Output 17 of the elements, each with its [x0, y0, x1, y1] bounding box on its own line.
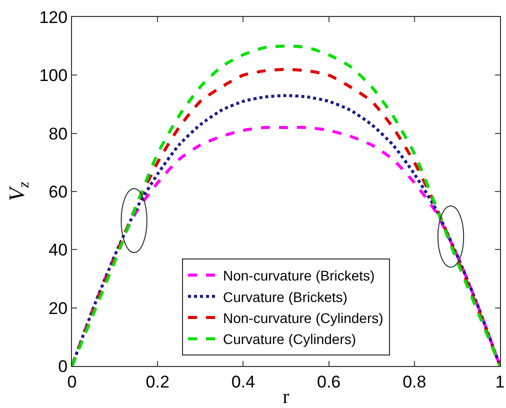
legend-label: Non-curvature (Brickets) [223, 268, 375, 284]
legend-label: Non-curvature (Cylinders) [223, 310, 384, 326]
y-tick-label: 60 [48, 182, 68, 202]
legend-label: Curvature (Brickets) [223, 288, 348, 305]
x-tick-label: 0.2 [146, 372, 170, 392]
x-tick-label: 0.4 [231, 372, 256, 392]
x-tick-label: 0.8 [402, 372, 426, 392]
y-tick-label: 100 [39, 66, 68, 86]
y-tick-label: 0 [58, 356, 68, 376]
y-tick-label: 80 [48, 124, 68, 144]
y-tick-label: 120 [39, 8, 68, 27]
x-tick-label: 0.6 [316, 372, 341, 392]
legend-label: Curvature (Cylinders) [223, 331, 356, 348]
y-tick-label: 40 [48, 240, 68, 260]
x-tick-label: 1 [495, 372, 505, 392]
y-tick-label: 20 [48, 298, 68, 318]
x-axis-title: r [282, 386, 290, 408]
